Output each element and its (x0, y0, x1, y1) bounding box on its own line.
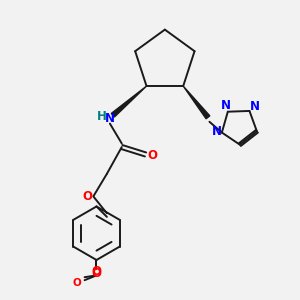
Text: O: O (92, 267, 101, 280)
Text: O: O (82, 190, 92, 202)
Text: N: N (212, 124, 221, 137)
Polygon shape (183, 86, 210, 119)
Text: N: N (105, 112, 115, 125)
Text: O: O (92, 266, 101, 278)
Text: N: N (221, 99, 231, 112)
Text: H: H (97, 110, 107, 123)
Polygon shape (111, 86, 146, 117)
Text: O: O (147, 149, 157, 162)
Text: O: O (72, 278, 81, 288)
Text: N: N (250, 100, 260, 113)
